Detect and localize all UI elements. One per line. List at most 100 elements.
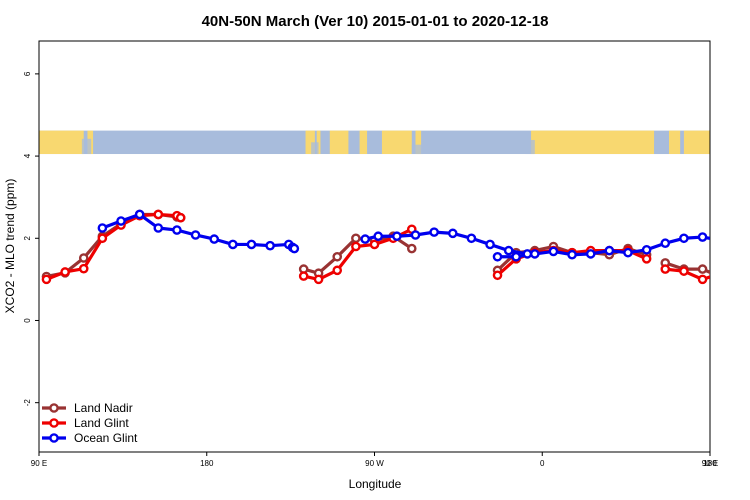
data-point (246, 239, 257, 250)
data-point (313, 274, 324, 285)
data-point (298, 271, 309, 281)
map-land (359, 130, 368, 155)
data-point (604, 245, 615, 256)
data-point (660, 264, 671, 274)
data-point (736, 240, 743, 247)
data-point (511, 251, 521, 262)
data-point (116, 216, 126, 226)
data-point (172, 225, 182, 235)
legend-label: Ocean Glint (74, 431, 138, 445)
data-point (623, 247, 633, 258)
legend-label: Land Nadir (74, 401, 133, 415)
data-point (503, 245, 514, 256)
data-point (41, 274, 52, 285)
data-point (718, 237, 725, 244)
data-point (392, 231, 402, 242)
y-tick-label: 0 (23, 318, 32, 323)
world-map-band (39, 130, 710, 155)
map-coast (411, 144, 423, 155)
series-line (665, 267, 710, 281)
data-point (78, 263, 89, 274)
map-land (415, 130, 422, 155)
series-line (664, 261, 710, 275)
legend-swatch-marker (49, 418, 59, 428)
data-point (209, 234, 220, 244)
series-line (101, 212, 289, 248)
x-axis-label: Longitude (349, 477, 402, 491)
data-point (718, 274, 725, 281)
data-point (351, 233, 361, 244)
legend-swatch-marker (49, 433, 59, 443)
y-axis-label: XCO2 - MLO trend (ppm) (3, 179, 17, 314)
series-line (364, 230, 528, 256)
data-point (97, 223, 108, 233)
data-point (78, 253, 89, 263)
legend-item: Ocean Glint (42, 431, 138, 445)
chart-title: 40N-50N March (Ver 10) 2015-01-01 to 202… (202, 13, 549, 30)
data-point (466, 233, 477, 244)
x-tick-label: 90 E (702, 459, 718, 468)
x-tick-label: 90 E (31, 459, 47, 468)
series-layer (41, 209, 743, 285)
map-coast (81, 138, 92, 155)
data-point (548, 246, 559, 257)
data-point (447, 228, 458, 239)
data-point (697, 274, 708, 285)
data-point (660, 238, 671, 249)
data-point (585, 249, 596, 259)
data-point (406, 243, 417, 254)
data-point (60, 267, 70, 277)
data-point (485, 239, 495, 250)
data-point (492, 251, 503, 262)
data-point (360, 234, 370, 244)
data-point (522, 249, 533, 259)
data-point (736, 270, 743, 277)
legend-label: Land Glint (74, 416, 129, 430)
data-point (567, 249, 577, 260)
data-point (351, 241, 361, 252)
data-point (641, 244, 652, 255)
data-point (134, 209, 145, 220)
y-axis: -2 0 2 4 6 (23, 71, 39, 406)
map-coast (654, 143, 669, 155)
data-point (190, 230, 201, 240)
y-tick-label: -2 (23, 399, 32, 407)
data-point (97, 233, 108, 244)
data-point (410, 230, 421, 240)
map-land (39, 130, 84, 155)
data-point (265, 240, 275, 251)
data-point (718, 270, 725, 277)
data-point (153, 223, 164, 233)
data-point (373, 231, 384, 242)
data-point (332, 251, 343, 262)
series-ocean-glint (97, 209, 743, 262)
data-point (492, 270, 503, 281)
y-tick-label: 2 (23, 236, 32, 241)
data-point (736, 266, 743, 273)
data-point (289, 243, 300, 254)
legend-swatch-marker (49, 403, 59, 413)
y-tick-label: 6 (23, 71, 32, 76)
map-land (329, 130, 349, 155)
data-point (641, 254, 652, 264)
data-point (332, 265, 343, 276)
map-land (683, 130, 710, 155)
data-point (228, 239, 238, 250)
data-point (529, 249, 540, 259)
map-land (668, 130, 681, 155)
map-land (305, 130, 315, 155)
data-point (429, 227, 439, 237)
x-tick-label: 0 (540, 459, 545, 468)
data-point (153, 209, 164, 220)
data-point (679, 233, 689, 244)
map-land (531, 130, 655, 155)
data-point (175, 212, 186, 223)
data-point (697, 232, 708, 242)
data-point (369, 239, 380, 250)
map-coast (525, 139, 535, 155)
x-tick-label: 180 (703, 459, 717, 468)
y-tick-label: 4 (23, 153, 32, 158)
